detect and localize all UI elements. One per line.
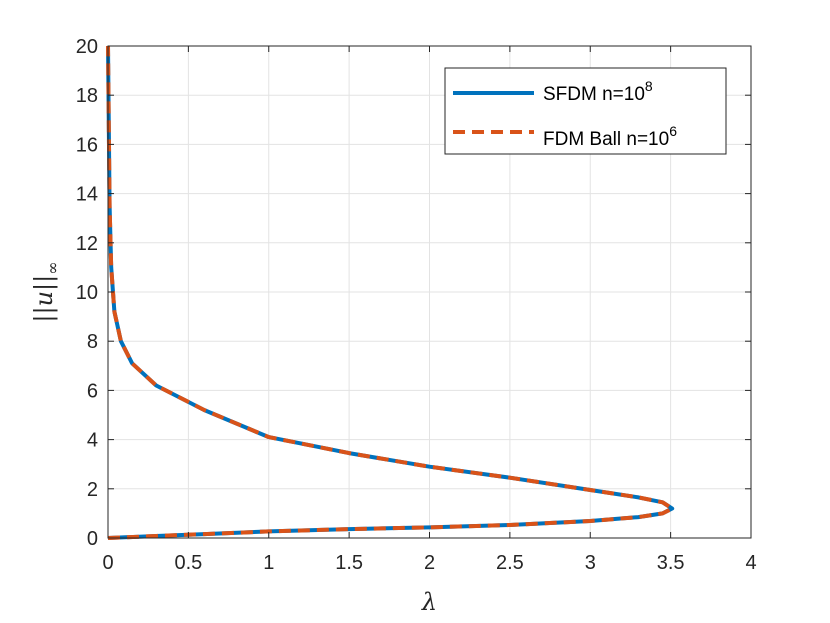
svg-text:||u||∞: ||u||∞ xyxy=(30,261,62,322)
y-tick-label: 6 xyxy=(87,380,98,402)
legend-box xyxy=(444,67,727,155)
y-tick-label: 14 xyxy=(76,184,98,206)
y-tick-label: 10 xyxy=(76,282,98,304)
y-axis-label-sub: ∞ xyxy=(43,261,62,274)
legend-label-sfdm: SFDM n=108 xyxy=(543,78,653,105)
legend-label-fdm-ball: FDM Ball n=106 xyxy=(543,123,677,150)
y-tick-label: 4 xyxy=(87,430,98,452)
legend-label-sfdm-base: SFDM n=10 xyxy=(543,84,645,105)
legend: SFDM n=108 FDM Ball n=106 xyxy=(444,67,727,155)
ticks xyxy=(107,45,752,539)
x-tick-label: 0 xyxy=(102,552,113,574)
series-layer xyxy=(106,45,675,540)
y-tick-labels: 0 2 4 6 8 10 12 14 16 18 20 xyxy=(76,36,98,550)
y-tick-label: 12 xyxy=(76,233,98,255)
y-tick-label: 8 xyxy=(87,331,98,353)
legend-label-fdm-ball-base: FDM Ball n=10 xyxy=(543,129,669,150)
y-tick-label: 20 xyxy=(76,36,98,58)
x-tick-labels: 0 0.5 1 1.5 2 2.5 3 3.5 4 xyxy=(102,552,756,574)
series-line-fdm-ball xyxy=(106,45,675,540)
x-tick-label: 1.5 xyxy=(335,552,363,574)
x-tick-label: 4 xyxy=(745,552,756,574)
x-tick-label: 2 xyxy=(424,552,435,574)
y-tick-label: 2 xyxy=(87,479,98,501)
x-tick-label: 3.5 xyxy=(657,552,685,574)
y-tick-label: 16 xyxy=(76,134,98,156)
legend-label-sfdm-exp: 8 xyxy=(645,78,653,94)
y-tick-label: 0 xyxy=(87,528,98,550)
x-tick-label: 3 xyxy=(585,552,596,574)
x-tick-label: 1 xyxy=(263,552,274,574)
x-tick-label: 0.5 xyxy=(174,552,202,574)
x-axis-label: λ xyxy=(421,588,437,616)
y-tick-label: 18 xyxy=(76,85,98,107)
x-tick-label: 2.5 xyxy=(496,552,524,574)
legend-label-fdm-ball-exp: 6 xyxy=(669,123,677,139)
y-axis-label-bar-left: || xyxy=(30,306,59,322)
y-axis-label: ||u||∞ xyxy=(30,261,62,322)
y-axis-label-inner: u xyxy=(30,291,58,306)
y-axis-label-bar-right: || xyxy=(30,275,59,291)
